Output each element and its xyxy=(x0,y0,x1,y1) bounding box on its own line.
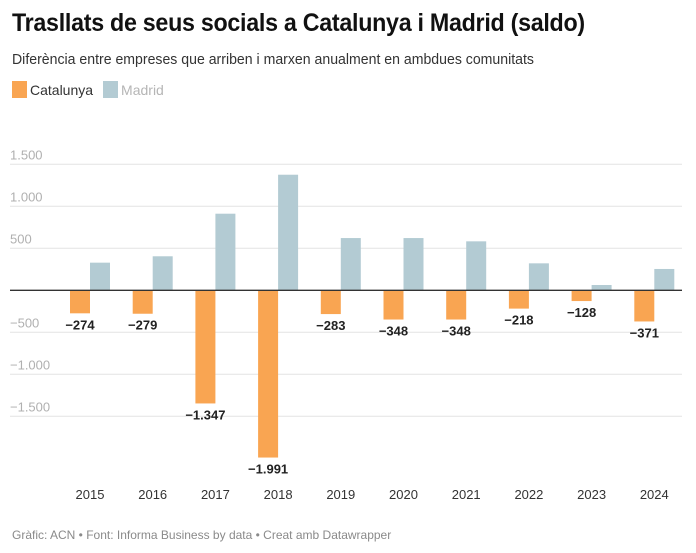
legend-label-catalunya: Catalunya xyxy=(30,81,94,98)
bar-madrid-2019 xyxy=(340,238,361,291)
bar-catalunya-2023 xyxy=(571,290,592,302)
y-tick-label: 1.000 xyxy=(10,189,43,204)
x-tick-label: 2017 xyxy=(201,487,230,502)
bar-catalunya-2017 xyxy=(195,290,216,404)
bar-madrid-2017 xyxy=(215,213,236,291)
bar-madrid-2023 xyxy=(591,285,612,291)
bar-catalunya-2019 xyxy=(320,290,341,315)
legend-label-madrid: Madrid xyxy=(121,81,164,98)
x-tick-label: 2019 xyxy=(326,487,355,502)
chart-subtitle: Diferència entre empreses que arriben i … xyxy=(12,51,534,68)
data-label-catalunya-2016: −279 xyxy=(128,318,157,333)
y-tick-label: −1.000 xyxy=(10,357,50,372)
data-label-catalunya-2020: −348 xyxy=(379,324,408,339)
bar-catalunya-2018 xyxy=(258,290,279,458)
bar-madrid-2015 xyxy=(90,262,110,291)
bar-catalunya-2015 xyxy=(70,290,90,314)
bar-catalunya-2022 xyxy=(508,290,529,309)
x-tick-label: 2022 xyxy=(514,487,543,502)
data-label-catalunya-2022: −218 xyxy=(504,313,533,328)
x-tick-label: 2018 xyxy=(264,487,293,502)
x-tick-label: 2016 xyxy=(138,487,167,502)
data-label-catalunya-2024: −371 xyxy=(630,325,659,340)
y-tick-label: 1.500 xyxy=(10,147,43,162)
bar-madrid-2024 xyxy=(654,268,675,291)
legend-item-catalunya: Catalunya xyxy=(12,81,93,98)
data-label-catalunya-2021: −348 xyxy=(442,324,471,339)
bar-madrid-2018 xyxy=(278,174,299,291)
footer-credits: Gràfic: ACN • Font: Informa Business by … xyxy=(12,528,392,542)
legend-item-madrid: Madrid xyxy=(103,81,164,98)
bar-madrid-2016 xyxy=(152,256,173,291)
y-tick-label: 500 xyxy=(10,231,32,246)
bar-catalunya-2020 xyxy=(383,290,404,320)
legend: Catalunya Madrid xyxy=(12,81,174,98)
y-tick-label: −500 xyxy=(10,315,39,330)
data-label-catalunya-2015: −274 xyxy=(65,317,95,332)
x-tick-label: 2024 xyxy=(640,487,669,502)
x-tick-label: 2015 xyxy=(76,487,105,502)
y-tick-label: −1.500 xyxy=(10,399,50,414)
x-tick-label: 2021 xyxy=(452,487,481,502)
legend-swatch-madrid xyxy=(103,81,119,98)
bar-catalunya-2016 xyxy=(132,290,153,314)
bar-catalunya-2021 xyxy=(446,290,467,320)
x-tick-label: 2020 xyxy=(389,487,418,502)
bar-madrid-2020 xyxy=(403,238,424,291)
data-label-catalunya-2019: −283 xyxy=(316,318,345,333)
data-label-catalunya-2023: −128 xyxy=(567,305,596,320)
bar-madrid-2022 xyxy=(528,263,549,291)
data-label-catalunya-2018: −1.991 xyxy=(248,462,288,477)
chart-title: Trasllats de seus socials a Catalunya i … xyxy=(12,9,585,37)
x-tick-label: 2023 xyxy=(577,487,606,502)
bar-catalunya-2024 xyxy=(634,290,655,322)
bar-madrid-2021 xyxy=(466,241,487,291)
legend-swatch-catalunya xyxy=(12,81,27,98)
data-label-catalunya-2017: −1.347 xyxy=(185,407,225,422)
